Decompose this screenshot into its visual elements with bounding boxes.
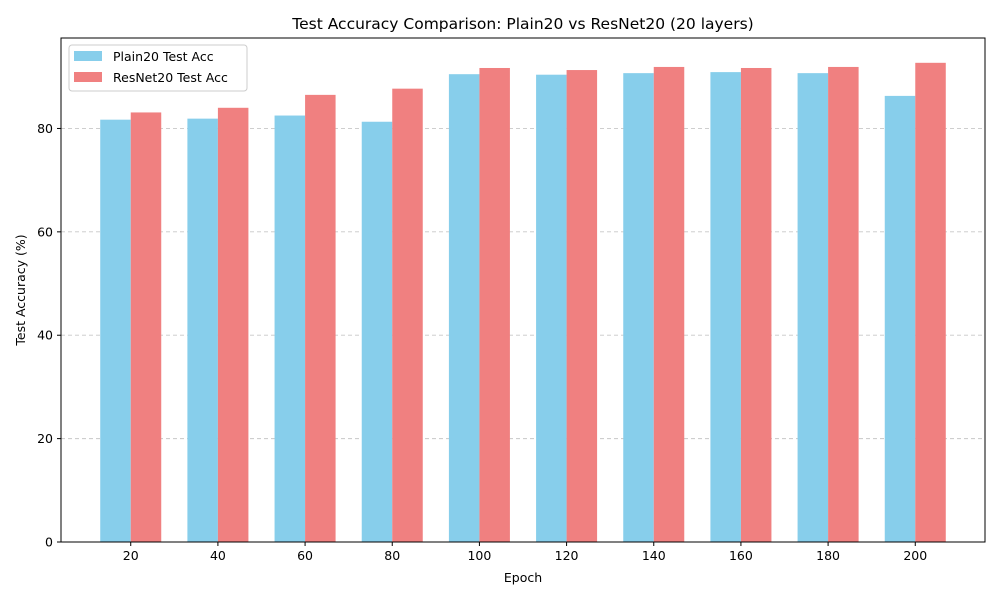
bar-resnet20-epoch-100 (479, 67, 510, 542)
bar-plain20-epoch-180 (797, 73, 829, 543)
x-axis-label: Epoch (504, 570, 542, 585)
bars (100, 62, 946, 543)
bar-resnet20-epoch-60 (305, 94, 336, 542)
plot-frame (60, 37, 986, 543)
bar-resnet20-epoch-160 (740, 67, 772, 542)
chart-title: Test Accuracy Comparison: Plain20 vs Res… (291, 15, 753, 33)
x-tick-label: 200 (903, 548, 927, 563)
y-tick-label: 80 (37, 121, 53, 136)
legend-box (68, 44, 248, 92)
legend-label-plain20: Plain20 Test Acc (113, 49, 214, 64)
bar-plain20-epoch-200 (884, 95, 916, 542)
x-tick-label: 160 (729, 548, 753, 563)
y-tick-label: 40 (37, 328, 53, 343)
bar-resnet20-epoch-40 (217, 107, 249, 543)
y-tick-label: 0 (45, 535, 53, 550)
bar-resnet20-epoch-200 (915, 62, 946, 542)
x-tick-label: 20 (123, 548, 139, 563)
bar-plain20-epoch-140 (623, 73, 654, 543)
bar-plain20-epoch-120 (536, 74, 567, 542)
legend: Plain20 Test Acc ResNet20 Test Acc (68, 44, 248, 92)
x-tick-label: 100 (467, 548, 491, 563)
y-axis-label: Test Accuracy (%) (13, 234, 28, 346)
bar-plain20-epoch-80 (361, 121, 393, 542)
bar-resnet20-epoch-180 (828, 66, 859, 542)
x-tick-label: 40 (210, 548, 226, 563)
legend-label-resnet20: ResNet20 Test Acc (113, 70, 228, 85)
bar-resnet20-epoch-140 (653, 66, 685, 542)
x-tick-label: 120 (555, 548, 579, 563)
bar-plain20-epoch-20 (100, 119, 131, 543)
x-tick-label: 60 (297, 548, 313, 563)
bar-plain20-epoch-100 (448, 74, 480, 542)
bar-resnet20-epoch-120 (566, 70, 598, 543)
bar-resnet20-epoch-20 (130, 112, 162, 542)
legend-swatch-plain20 (74, 51, 102, 61)
axis-ticks: 0 20 40 60 80 20 40 60 80 100 120 140 160 180 200 (37, 121, 927, 563)
bar-plain20-epoch-40 (187, 118, 218, 542)
x-tick-label: 140 (642, 548, 666, 563)
y-tick-label: 20 (37, 431, 53, 446)
legend-swatch-resnet20 (74, 72, 102, 82)
x-tick-label: 180 (816, 548, 840, 563)
bar-resnet20-epoch-80 (392, 88, 423, 543)
x-tick-label: 80 (384, 548, 400, 563)
bar-plain20-epoch-60 (274, 115, 306, 543)
y-tick-label: 60 (37, 224, 53, 239)
bar-plain20-epoch-160 (710, 72, 741, 543)
